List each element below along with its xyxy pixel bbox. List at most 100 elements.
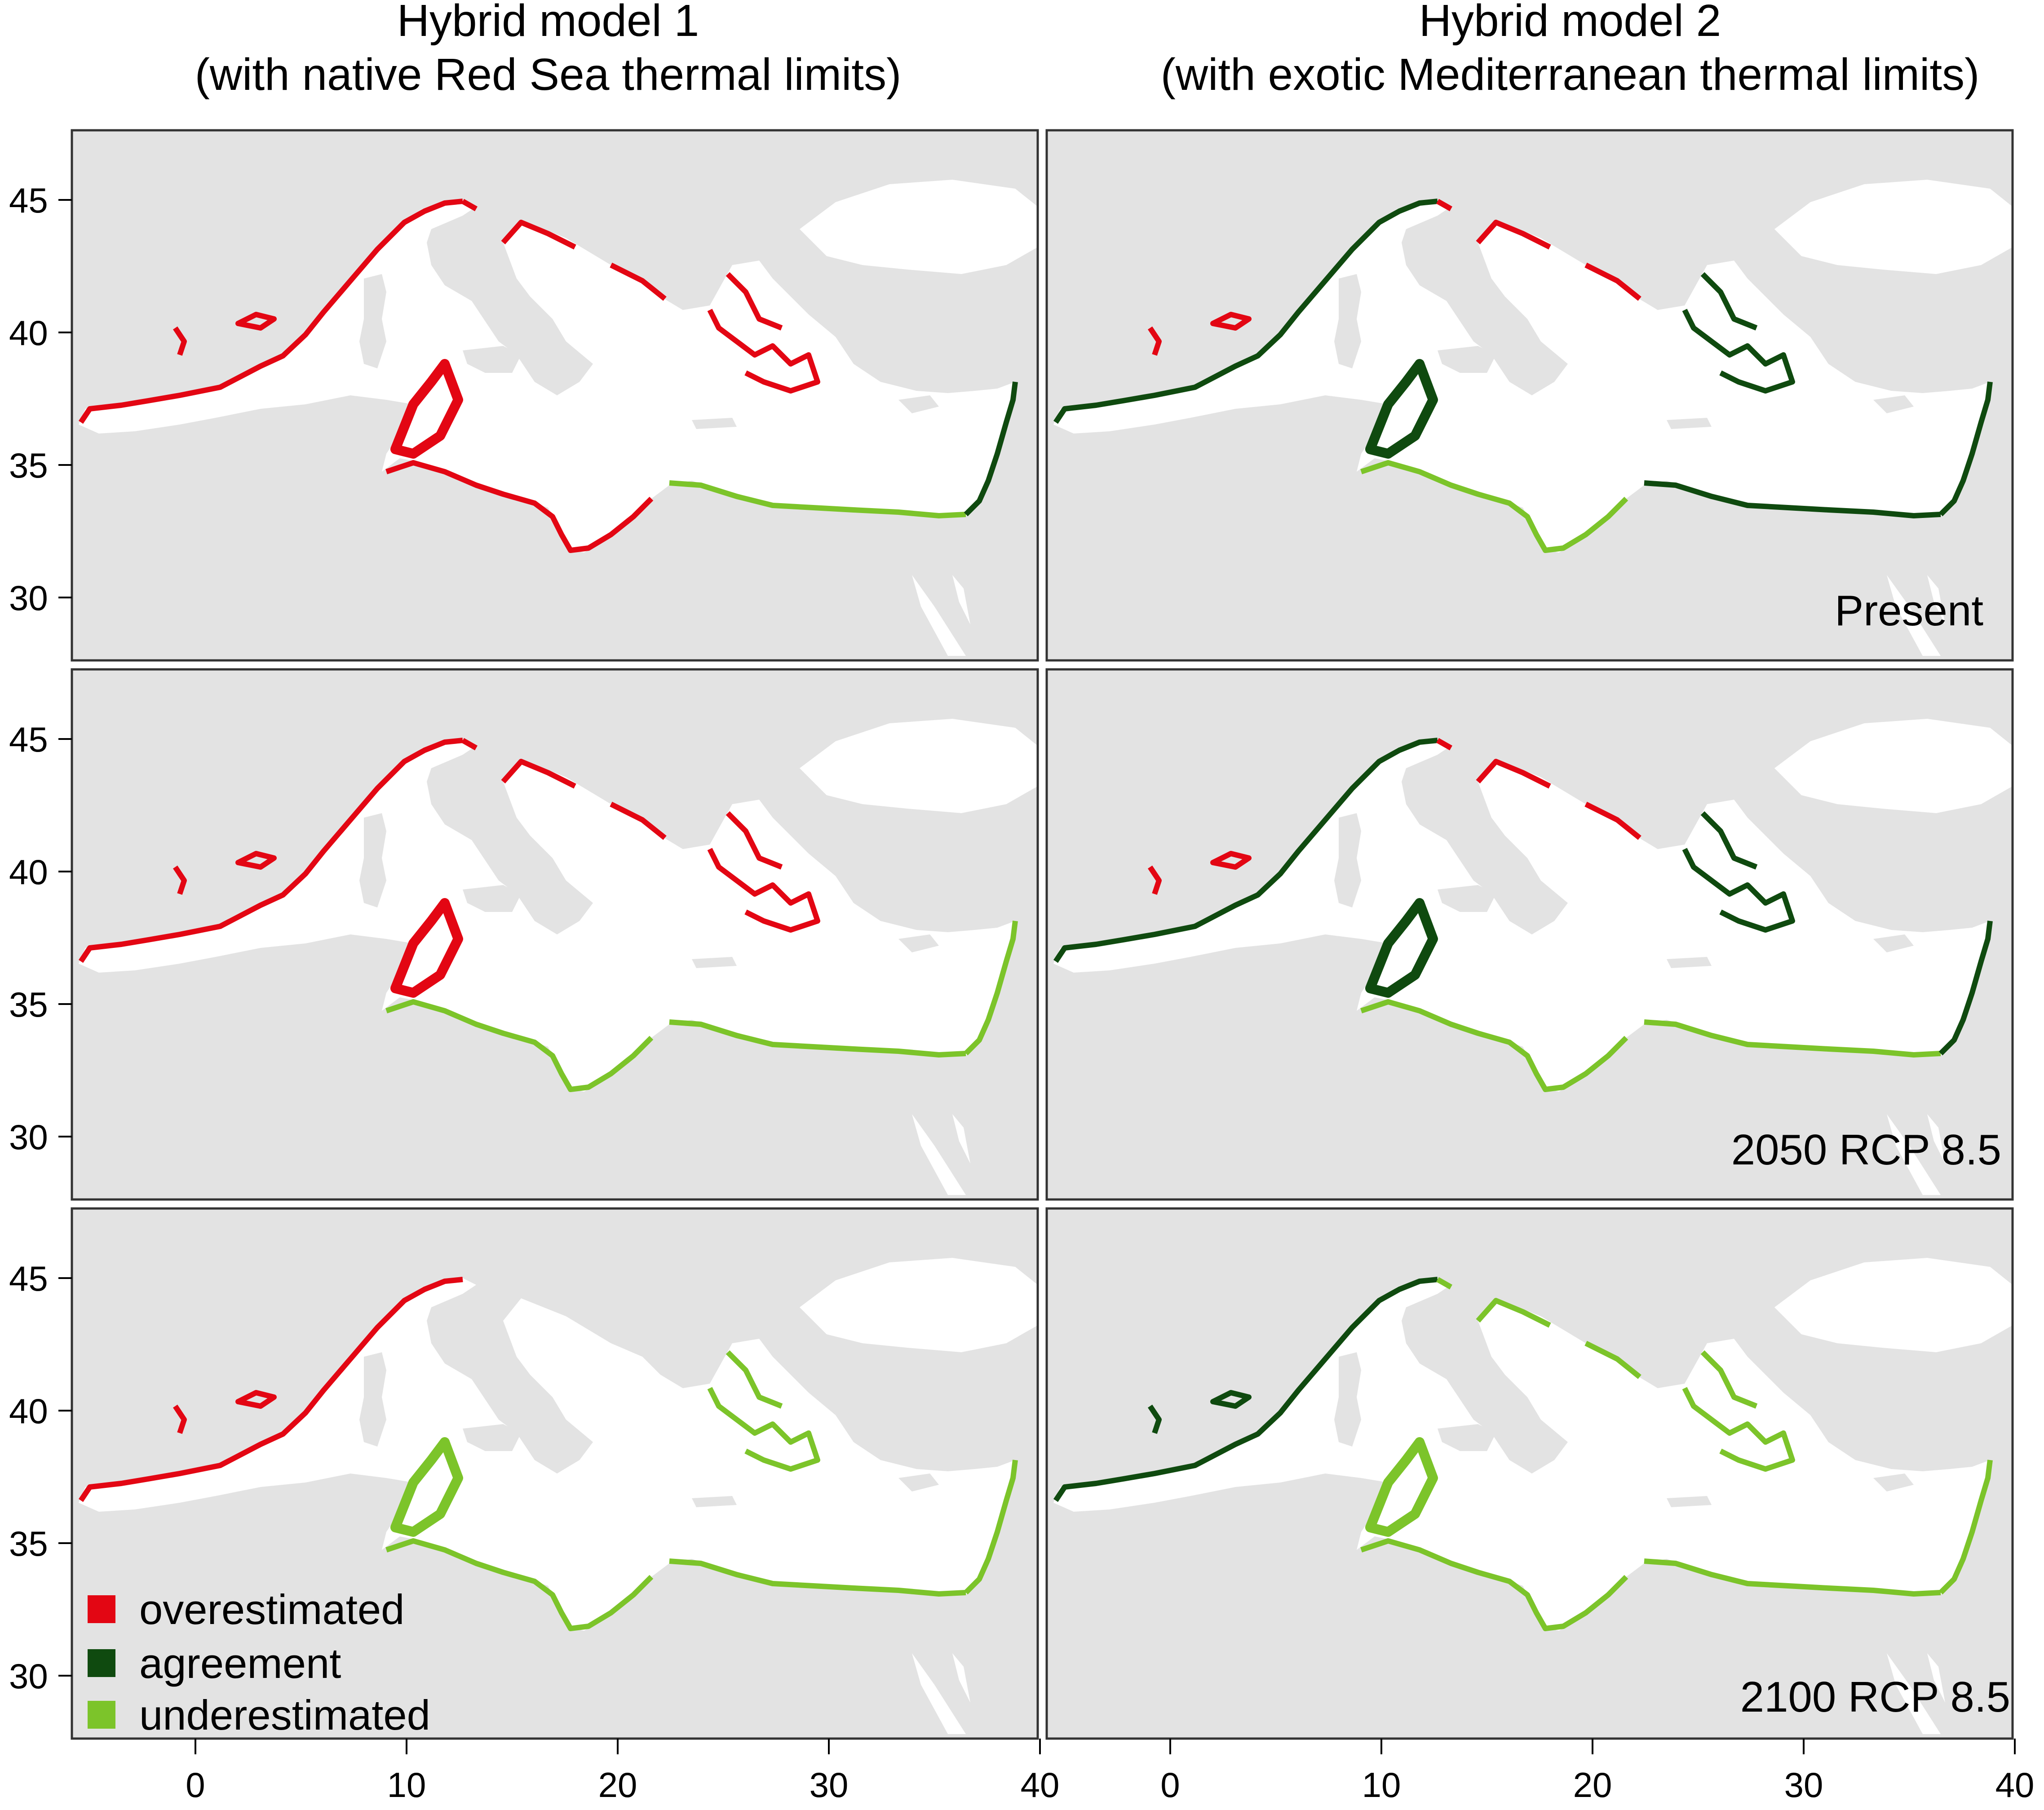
map-panel-m1-present	[71, 129, 1039, 662]
row-label-2100: 2100 RCP 8.5	[1740, 1673, 2010, 1721]
coast-egypt-agree	[1644, 480, 1941, 518]
coast-balearic-over	[173, 1390, 277, 1434]
y-tick-label: 35	[9, 446, 48, 485]
coast-egypt-under	[1644, 1558, 1941, 1597]
coast-libya-over	[385, 460, 654, 553]
coast-aegean-agree	[1682, 811, 1795, 933]
coast-west-agree	[1053, 738, 1438, 963]
coast-levant-under	[964, 1460, 1018, 1595]
legend-label-underestimated: underestimated	[139, 1691, 430, 1739]
row-label-2050: 2050 RCP 8.5	[1731, 1126, 2001, 1174]
coast-n_adriatic-over	[1436, 738, 1641, 840]
panel-border	[1045, 129, 2014, 662]
y-tick-label: 40	[9, 313, 48, 353]
map-panel-m2-present	[1045, 129, 2014, 662]
coast-aegean-over	[707, 811, 820, 933]
y-tick-label: 30	[9, 1117, 48, 1157]
coast-aegean-agree	[1682, 272, 1795, 394]
legend-swatch-agreement	[88, 1649, 115, 1677]
coast-west-agree	[1053, 1277, 1438, 1502]
coast-egypt-under	[669, 1019, 966, 1058]
column-title-model-2: Hybrid model 2 (with exotic Mediterranea…	[1161, 0, 1980, 100]
x-tick-label: 40	[1995, 1765, 2035, 1805]
panel-border	[1045, 668, 2014, 1201]
coast-west-over	[79, 1277, 463, 1502]
coast-sicily-agree	[1365, 359, 1438, 459]
x-tick-label: 30	[810, 1765, 849, 1805]
coast-egypt-under	[669, 1558, 966, 1597]
coast-aegean-under	[1682, 1350, 1795, 1472]
x-tick-label: 0	[186, 1765, 205, 1805]
coast-libya-under	[385, 999, 654, 1092]
coast-levant-agree	[1938, 920, 1993, 1056]
y-tick-label: 45	[9, 181, 48, 220]
y-axis: 45 40 35 30 45 40 35 30 45 40 35 30	[9, 181, 72, 1696]
coast-aegean-over	[707, 272, 820, 394]
coast-egypt-under	[1644, 1019, 1941, 1058]
y-tick-label: 30	[9, 1656, 48, 1696]
column-1-title-line-2: (with native Red Sea thermal limits)	[195, 49, 902, 100]
coast-west-over	[79, 199, 463, 424]
panel-border	[1045, 1207, 2014, 1740]
coast-sicily-under	[1365, 1437, 1438, 1537]
y-tick-label: 30	[9, 578, 48, 618]
legend-swatch-underestimated	[88, 1701, 115, 1729]
row-label-present: Present	[1835, 587, 1983, 635]
panel-border	[71, 1207, 1039, 1740]
panel-border	[71, 129, 1039, 662]
y-tick-label: 35	[9, 1524, 48, 1563]
column-2-title-line-2: (with exotic Mediterranean thermal limit…	[1161, 49, 1980, 100]
coast-levant-under	[964, 920, 1018, 1056]
coast-aegean-under	[707, 1350, 820, 1472]
column-title-model-1: Hybrid model 1 (with native Red Sea ther…	[195, 0, 902, 100]
coast-n_adriatic-over	[461, 199, 667, 301]
coast-libya-under	[1360, 999, 1628, 1092]
coast-libya-under	[385, 1538, 654, 1631]
coast-sicily-over	[390, 359, 463, 459]
legend-label-overestimated: overestimated	[139, 1586, 404, 1633]
coast-n_adriatic-over	[1436, 199, 1641, 301]
coast-balearic-over	[1148, 312, 1252, 356]
coast-sicily-agree	[1365, 898, 1438, 998]
map-panel-m2-2050	[1045, 668, 2014, 1201]
map-panel-m1-2100	[71, 1207, 1039, 1740]
coast-balearic-agree	[1148, 1390, 1252, 1434]
coast-n_adriatic-under	[1436, 1277, 1641, 1379]
map-panel-m2-2100	[1045, 1207, 2014, 1740]
coast-balearic-over	[173, 312, 277, 356]
y-tick-label: 45	[9, 1259, 48, 1298]
coast-levant-under	[1938, 1460, 1993, 1595]
y-tick-label: 45	[9, 720, 48, 759]
x-tick-label: 10	[387, 1765, 426, 1805]
x-tick-label: 20	[1573, 1765, 1612, 1805]
coast-libya-under	[1360, 1538, 1628, 1631]
panel-border	[71, 668, 1039, 1201]
column-2-title-line-1: Hybrid model 2	[1419, 0, 1721, 46]
x-tick-label: 0	[1160, 1765, 1180, 1805]
coast-egypt-under	[669, 480, 966, 518]
x-tick-label: 10	[1362, 1765, 1401, 1805]
coast-west-over	[79, 738, 463, 963]
y-tick-label: 40	[9, 1391, 48, 1431]
coast-sicily-under	[390, 1437, 463, 1537]
x-tick-label: 40	[1021, 1765, 1060, 1805]
x-tick-label: 30	[1784, 1765, 1823, 1805]
coast-sicily-over	[390, 898, 463, 998]
map-panel-m1-2050	[71, 668, 1039, 1201]
x-tick-label: 20	[598, 1765, 637, 1805]
y-tick-label: 40	[9, 852, 48, 892]
coast-balearic-over	[1148, 851, 1252, 895]
map-panels	[71, 129, 2014, 1740]
coast-west-agree	[1053, 199, 1438, 424]
column-1-title-line-1: Hybrid model 1	[397, 0, 699, 46]
coast-balearic-over	[173, 851, 277, 895]
legend-swatch-overestimated	[88, 1595, 115, 1623]
coast-levant-agree	[964, 381, 1018, 517]
x-axis: 0 10 20 30 40 0 10 20 30 40	[186, 1739, 2034, 1805]
coast-levant-agree	[1938, 381, 1993, 517]
legend-label-agreement: agreement	[139, 1640, 341, 1687]
coast-n_adriatic-over	[461, 738, 667, 840]
y-tick-label: 35	[9, 985, 48, 1024]
coast-libya-under	[1360, 460, 1628, 553]
